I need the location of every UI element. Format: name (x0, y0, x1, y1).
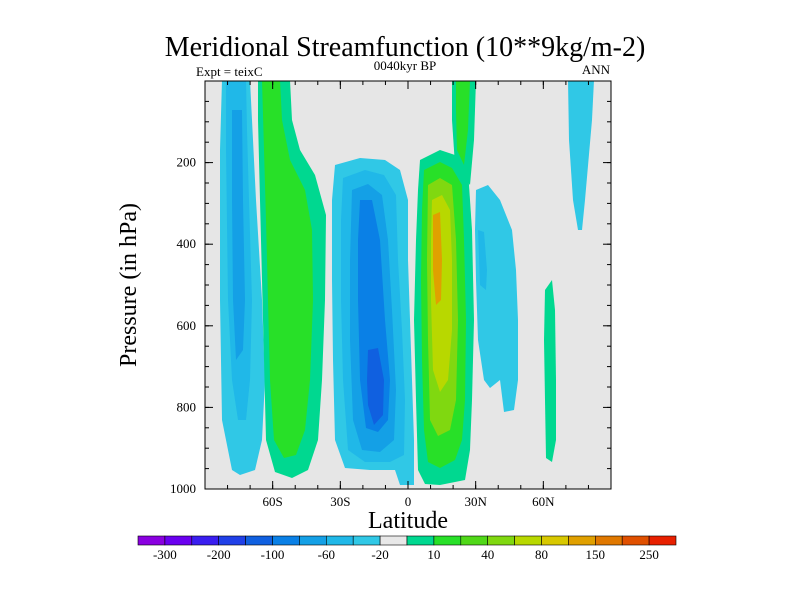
x-tick-label: 30N (464, 494, 487, 509)
x-axis: 60S 30S 0 30N 60N (263, 81, 555, 509)
colorbar-swatch (164, 535, 193, 546)
colorbar-swatch (406, 535, 435, 546)
x-tick-label: 30S (330, 494, 350, 509)
x-axis-label: Latitude (368, 508, 448, 534)
colorbar-swatch (245, 535, 273, 546)
colorbar-swatch (299, 535, 327, 546)
subtitle-center: 0040kyr BP (374, 58, 436, 73)
contour-sh-hadley-core (367, 348, 384, 425)
colorbar-label: 250 (639, 547, 659, 562)
colorbar-label: -100 (261, 547, 285, 562)
colorbar-swatch (594, 535, 623, 546)
colorbar-label: 80 (535, 547, 548, 562)
contour-nh-ferrel-inner (478, 230, 487, 290)
contour-nh-tongue-inner (456, 81, 470, 165)
colorbar-swatch (514, 535, 542, 546)
y-tick-label: 400 (177, 236, 197, 251)
contour-sh-polar-core (232, 110, 245, 360)
x-tick-label: 60S (263, 494, 283, 509)
colorbar-swatch (325, 535, 354, 546)
contour-sh-ferrel-inner (262, 81, 313, 458)
chart-title: Meridional Streamfunction (10**9kg/m-2) (165, 32, 646, 63)
contour-nh-hadley-core (433, 212, 442, 305)
colorbar-swatch (487, 535, 515, 546)
colorbar-swatch (218, 535, 246, 546)
y-axis: 200 400 600 800 1000 (170, 155, 611, 496)
colorbar-swatch (137, 535, 166, 546)
colorbar-swatch (648, 535, 677, 546)
colorbar-label: 40 (481, 547, 494, 562)
x-tick-label: 0 (405, 494, 412, 509)
y-tick-label: 800 (177, 399, 197, 414)
subtitle-right: ANN (582, 62, 611, 77)
colorbar-swatch (433, 535, 462, 546)
colorbar-swatch (568, 535, 596, 546)
colorbar-label: 10 (427, 547, 440, 562)
colorbar-swatch (379, 535, 408, 546)
colorbar-swatch (272, 535, 300, 546)
y-tick-label: 600 (177, 318, 197, 333)
colorbar-label: -20 (371, 547, 388, 562)
y-axis-label: Pressure (in hPa) (116, 203, 142, 367)
contour-nh-polar-outer (544, 280, 556, 462)
colorbar: -300 -200 -100 -60 -20 10 40 80 150 250 (137, 535, 677, 562)
subtitle-left: Expt = teixC (196, 64, 263, 79)
contour-field (220, 81, 594, 485)
y-tick-label: 1000 (170, 481, 196, 496)
colorbar-swatch (191, 535, 220, 546)
contour-nh-ferrel-outer (475, 185, 518, 412)
x-tick-label: 60N (532, 494, 555, 509)
colorbar-swatch (541, 535, 569, 546)
colorbar-swatch (352, 535, 381, 546)
colorbar-label: -60 (318, 547, 335, 562)
contour-nh-upper (568, 81, 594, 230)
colorbar-swatch (621, 535, 650, 546)
colorbar-label: -200 (207, 547, 231, 562)
colorbar-label: 150 (586, 547, 606, 562)
colorbar-swatch (460, 535, 488, 546)
colorbar-label: -300 (153, 547, 177, 562)
y-tick-label: 200 (177, 155, 197, 170)
